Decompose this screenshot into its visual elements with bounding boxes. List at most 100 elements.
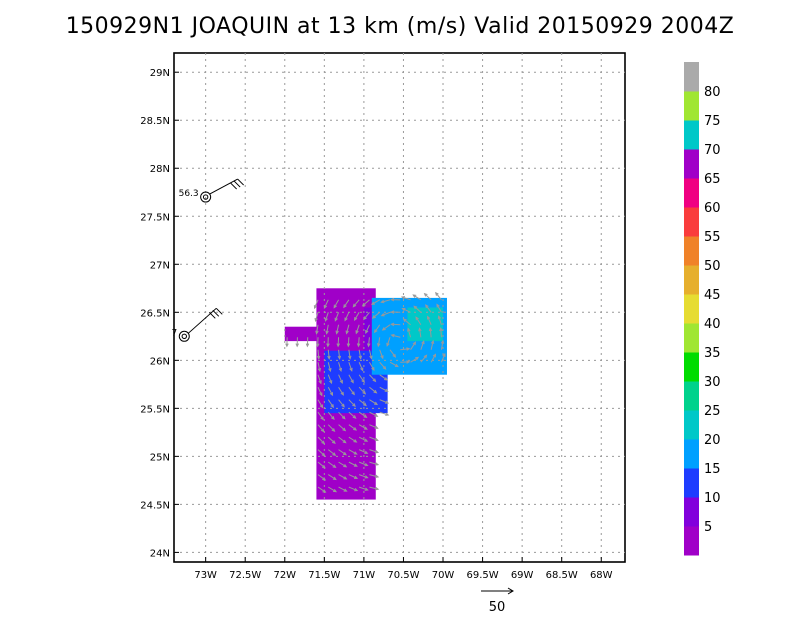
wind-arrow-100 xyxy=(379,399,389,404)
wind-arrow-head-62 xyxy=(348,355,352,360)
wind-arrow-head-22 xyxy=(332,452,337,456)
wind-arrow-head-74 xyxy=(363,402,367,407)
wind-arrow-97 xyxy=(363,311,370,320)
wind-arrow-89 xyxy=(369,411,378,417)
wind-arrow-55 xyxy=(348,436,357,443)
wind-arrow-head-82 xyxy=(352,303,357,308)
x-tick-label-2: 72W xyxy=(273,570,296,581)
wind-arrow-head-77 xyxy=(360,367,364,372)
wind-arrow-head-143 xyxy=(436,303,440,308)
wind-arrow-head-27 xyxy=(329,392,334,397)
obs-barb-flag-0-1 xyxy=(233,180,241,188)
y-tick-label-3: 25.5N xyxy=(140,404,170,415)
wind-arrow-head-0 xyxy=(285,343,289,348)
wind-arrow-8 xyxy=(317,424,325,432)
obs-barb-flag-1-2 xyxy=(208,311,216,319)
wind-arrow-16 xyxy=(316,324,319,334)
wind-arrow-head-38 xyxy=(342,451,347,456)
wind-arrow-head-52 xyxy=(354,475,359,479)
y-tick-label-10: 29N xyxy=(150,68,170,79)
colorbar-segment-3 xyxy=(684,439,699,469)
colorbar-label-13: 70 xyxy=(704,143,721,158)
wind-arrow-head-32 xyxy=(325,330,329,335)
wind-arrow-24 xyxy=(327,424,335,432)
wind-arrow-head-25 xyxy=(331,416,335,421)
wind-arrow-head-69 xyxy=(364,462,369,467)
wind-arrow-head-11 xyxy=(319,392,323,397)
wind-arrow-head-99 xyxy=(385,412,390,416)
wind-arrow-49 xyxy=(334,312,340,321)
obs-barb-flag-0-0 xyxy=(237,178,245,186)
wind-arrow-98 xyxy=(362,299,370,307)
wind-arrow-7 xyxy=(317,436,325,444)
colorbar-label-14: 75 xyxy=(704,114,721,129)
wind-arrow-head-20 xyxy=(332,476,337,481)
wind-arrow-59 xyxy=(348,386,355,395)
wind-arrow-head-130 xyxy=(415,316,419,321)
wind-arrow-head-123 xyxy=(407,327,411,332)
wind-arrow-70 xyxy=(358,449,368,454)
wind-arrow-head-73 xyxy=(363,414,368,418)
wind-arrow-head-43 xyxy=(340,391,344,396)
colorbar-label-7: 40 xyxy=(704,317,721,332)
wind-arrow-head-29 xyxy=(328,367,332,373)
wind-arrow-135 xyxy=(429,328,432,338)
wind-arrow-94 xyxy=(368,349,372,359)
wind-arrow-75 xyxy=(358,386,366,395)
wind-arrow-head-104 xyxy=(380,355,384,360)
wind-arrow-head-46 xyxy=(337,355,342,360)
wind-arrow-head-30 xyxy=(327,355,331,360)
wind-arrow-head-91 xyxy=(373,389,378,394)
wind-arrow-54 xyxy=(348,449,357,455)
wind-arrow-head-21 xyxy=(332,464,337,469)
y-tick-label-5: 26.5N xyxy=(140,308,170,319)
wind-arrow-head-95 xyxy=(367,343,371,348)
wind-arrow-head-115 xyxy=(406,360,411,364)
wind-arrow-head-103 xyxy=(382,365,387,370)
wind-arrow-head-81 xyxy=(354,317,358,322)
wind-arrow-27 xyxy=(327,386,333,396)
wind-arrow-head-61 xyxy=(349,367,353,372)
wind-arrow-head-80 xyxy=(355,330,359,335)
wind-arrow-head-24 xyxy=(331,428,336,432)
wind-arrow-52 xyxy=(348,474,358,479)
wind-arrow-107 xyxy=(372,311,381,319)
wind-arrow-130 xyxy=(415,316,422,326)
wind-arrow-head-118 xyxy=(390,322,395,327)
wind-arrow-head-53 xyxy=(353,463,358,467)
colorbar-segment-1 xyxy=(684,497,699,527)
wind-arrow-head-127 xyxy=(423,354,428,359)
y-tick-label-7: 27.5N xyxy=(140,212,170,223)
wind-arrow-head-89 xyxy=(374,413,379,417)
wind-arrow-head-94 xyxy=(369,355,373,360)
wind-arrow-38 xyxy=(338,449,347,456)
obs-circle-inner-0 xyxy=(202,194,209,200)
wind-arrows xyxy=(285,291,446,493)
wind-arrow-101 xyxy=(379,386,388,392)
colorbar: 5 10 15 20 25 30 35 40 45 50 55 60 65 70 75 80 xyxy=(684,62,721,556)
colorbar-segment-14 xyxy=(684,120,699,150)
plot-frame xyxy=(173,52,626,563)
colorbar-segment-8 xyxy=(684,294,699,324)
wind-arrow-head-88 xyxy=(374,425,379,429)
wind-arrow-74 xyxy=(358,399,367,406)
wind-arrow-head-128 xyxy=(421,340,425,345)
wind-arrow-56 xyxy=(348,424,357,431)
colorbar-label-5: 30 xyxy=(704,375,721,390)
wind-arrow-head-66 xyxy=(343,304,347,309)
wind-arrow-head-117 xyxy=(390,333,395,338)
x-tick-label-8: 69W xyxy=(511,570,534,581)
wind-arrow-20 xyxy=(328,474,337,480)
y-tick-label-9: 28.5N xyxy=(140,116,170,127)
observations: 56.37 xyxy=(172,178,245,342)
wind-arrow-96 xyxy=(365,324,370,334)
y-tick-label-4: 26N xyxy=(150,356,170,367)
wind-arrow-head-131 xyxy=(413,305,418,310)
wind-arrow-head-90 xyxy=(374,401,379,406)
wind-arrow-93 xyxy=(369,361,375,371)
wind-arrow-head-37 xyxy=(343,464,348,468)
wind-arrow-106 xyxy=(374,324,381,333)
wind-arrow-39 xyxy=(338,436,347,444)
wind-arrow-90 xyxy=(369,399,378,405)
colorbar-label-0: 5 xyxy=(704,520,712,535)
